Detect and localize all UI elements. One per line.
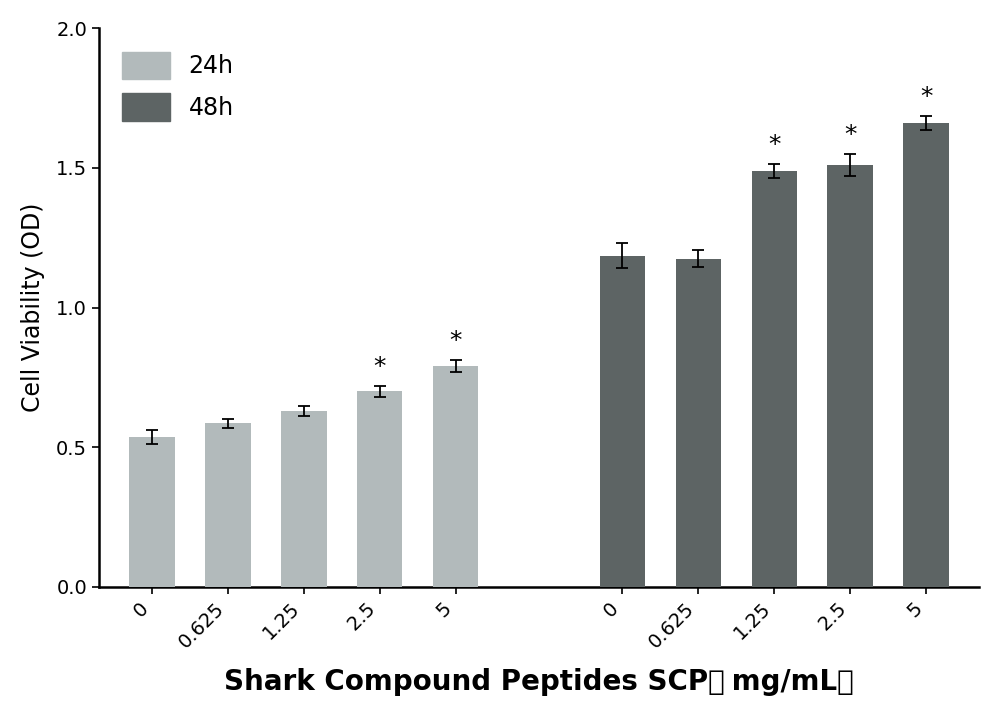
Bar xyxy=(129,437,175,587)
Bar xyxy=(752,171,797,587)
Text: *: * xyxy=(844,123,856,147)
Bar xyxy=(357,391,402,587)
Text: *: * xyxy=(373,355,386,379)
Bar xyxy=(205,424,251,587)
X-axis label: Shark Compound Peptides SCP（ mg/mL）: Shark Compound Peptides SCP（ mg/mL） xyxy=(224,668,854,696)
Text: *: * xyxy=(768,133,780,157)
Bar xyxy=(600,256,645,587)
Bar xyxy=(281,411,327,587)
Text: *: * xyxy=(449,329,462,353)
Bar xyxy=(827,165,873,587)
Text: *: * xyxy=(920,85,932,109)
Y-axis label: Cell Viability (OD): Cell Viability (OD) xyxy=(21,203,45,412)
Bar xyxy=(433,366,478,587)
Bar xyxy=(903,123,949,587)
Bar xyxy=(676,259,721,587)
Legend: 24h, 48h: 24h, 48h xyxy=(111,40,246,133)
